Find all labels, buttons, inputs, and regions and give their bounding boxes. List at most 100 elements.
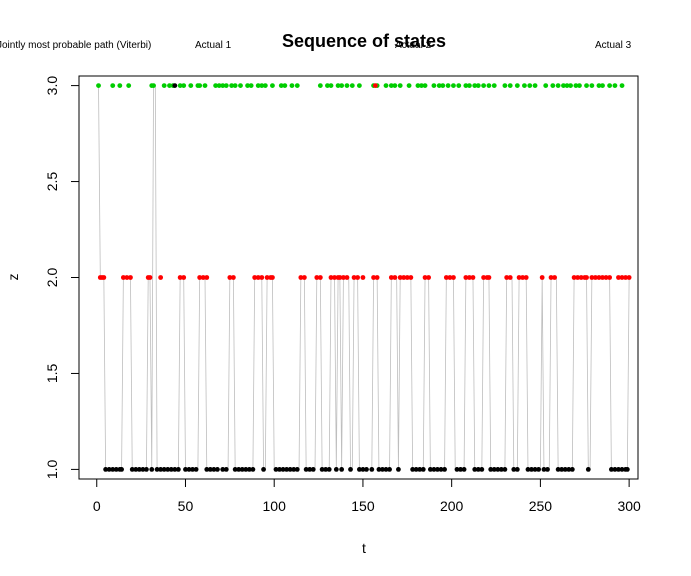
point-state-1 [215,467,220,472]
point-state-2 [539,275,545,280]
point-state-3 [440,83,446,88]
point-state-1 [396,467,401,472]
point-state-3 [248,83,254,88]
x-tick-label: 50 [178,498,194,514]
point-state-1 [488,467,494,472]
point-state-3 [491,83,497,88]
point-state-3 [213,83,219,88]
point-state-3 [475,83,481,88]
point-state-1 [307,467,313,472]
point-state-2 [523,275,529,280]
point-state-3 [270,83,275,88]
point-state-2 [328,275,334,280]
point-state-1 [541,467,547,472]
point-state-3 [456,83,462,88]
point-state-2 [128,275,133,280]
point-state-1 [232,467,238,472]
x-axis-label: t [362,540,366,556]
point-state-2 [337,275,343,280]
point-state-3 [229,83,235,88]
point-state-3 [568,83,573,88]
point-state-1 [243,467,249,472]
point-state-2 [507,275,513,280]
legend-entry-actual-1: Actual 1 [195,40,232,51]
legend-entry-viterbi: Jointly most probable path (Viterbi) [0,40,151,51]
point-state-1 [536,467,542,472]
point-state-1 [277,467,282,472]
point-state-2 [516,275,522,280]
y-tick-label: 3.0 [44,76,60,96]
point-state-1 [326,467,332,472]
point-state-2 [575,275,581,280]
state-points [96,83,632,472]
point-state-1 [223,467,229,472]
point-state-1 [612,467,618,472]
point-state-1 [190,467,195,472]
point-state-1 [569,467,575,472]
point-state-1 [364,467,369,472]
point-state-2 [101,275,107,280]
point-state-1 [113,467,119,472]
point-state-1 [369,467,375,472]
point-state-3 [406,83,412,88]
point-state-1 [136,467,142,472]
point-state-1 [479,467,485,472]
point-state-1 [514,467,520,472]
point-state-1 [458,467,463,472]
point-state-2 [593,275,598,280]
point-state-2 [504,275,510,280]
point-state-3 [202,83,208,88]
point-state-2 [264,275,270,280]
point-state-3 [383,83,389,88]
point-state-3 [600,83,605,88]
point-state-2 [298,275,304,280]
point-state-2 [371,275,376,280]
point-state-1 [624,467,630,472]
point-state-3 [550,83,556,88]
point-state-2 [270,275,275,280]
x-tick-label: 150 [351,498,375,514]
point-state-3 [317,83,323,88]
point-state-3 [294,83,300,88]
point-state-3 [223,83,229,88]
point-state-1 [273,467,279,472]
point-state-1 [207,467,213,472]
point-state-2 [360,275,366,280]
point-state-3 [502,83,508,88]
point-state-1 [220,467,226,472]
point-state-3 [532,83,538,88]
point-state-2 [197,275,203,280]
point-state-3 [392,83,398,88]
point-state-3 [577,83,582,88]
point-state-3 [197,83,203,88]
point-state-3 [278,83,284,88]
point-state-1 [511,467,517,472]
point-state-2 [447,275,453,280]
point-state-2 [158,275,164,280]
point-state-2 [120,275,126,280]
point-state-1 [472,467,478,472]
point-state-2 [596,275,602,280]
point-state-2 [401,275,407,280]
point-state-2 [404,275,410,280]
point-state-3 [356,83,362,88]
point-state-1 [144,467,149,472]
point-state-3 [619,83,625,88]
point-state-1 [193,467,199,472]
point-state-3 [238,83,243,88]
point-state-1 [387,467,392,472]
point-state-1 [294,467,300,472]
point-state-2 [600,275,605,280]
point-state-2 [388,275,394,280]
point-state-3 [445,83,451,88]
point-state-1 [420,467,426,472]
point-state-3 [397,83,403,88]
point-state-3 [339,83,345,88]
x-tick-label: 100 [263,498,287,514]
y-tick-label: 1.5 [44,364,60,384]
point-state-1 [119,467,124,472]
point-state-3 [117,83,123,88]
point-state-1 [261,467,266,472]
point-state-1 [525,467,531,472]
